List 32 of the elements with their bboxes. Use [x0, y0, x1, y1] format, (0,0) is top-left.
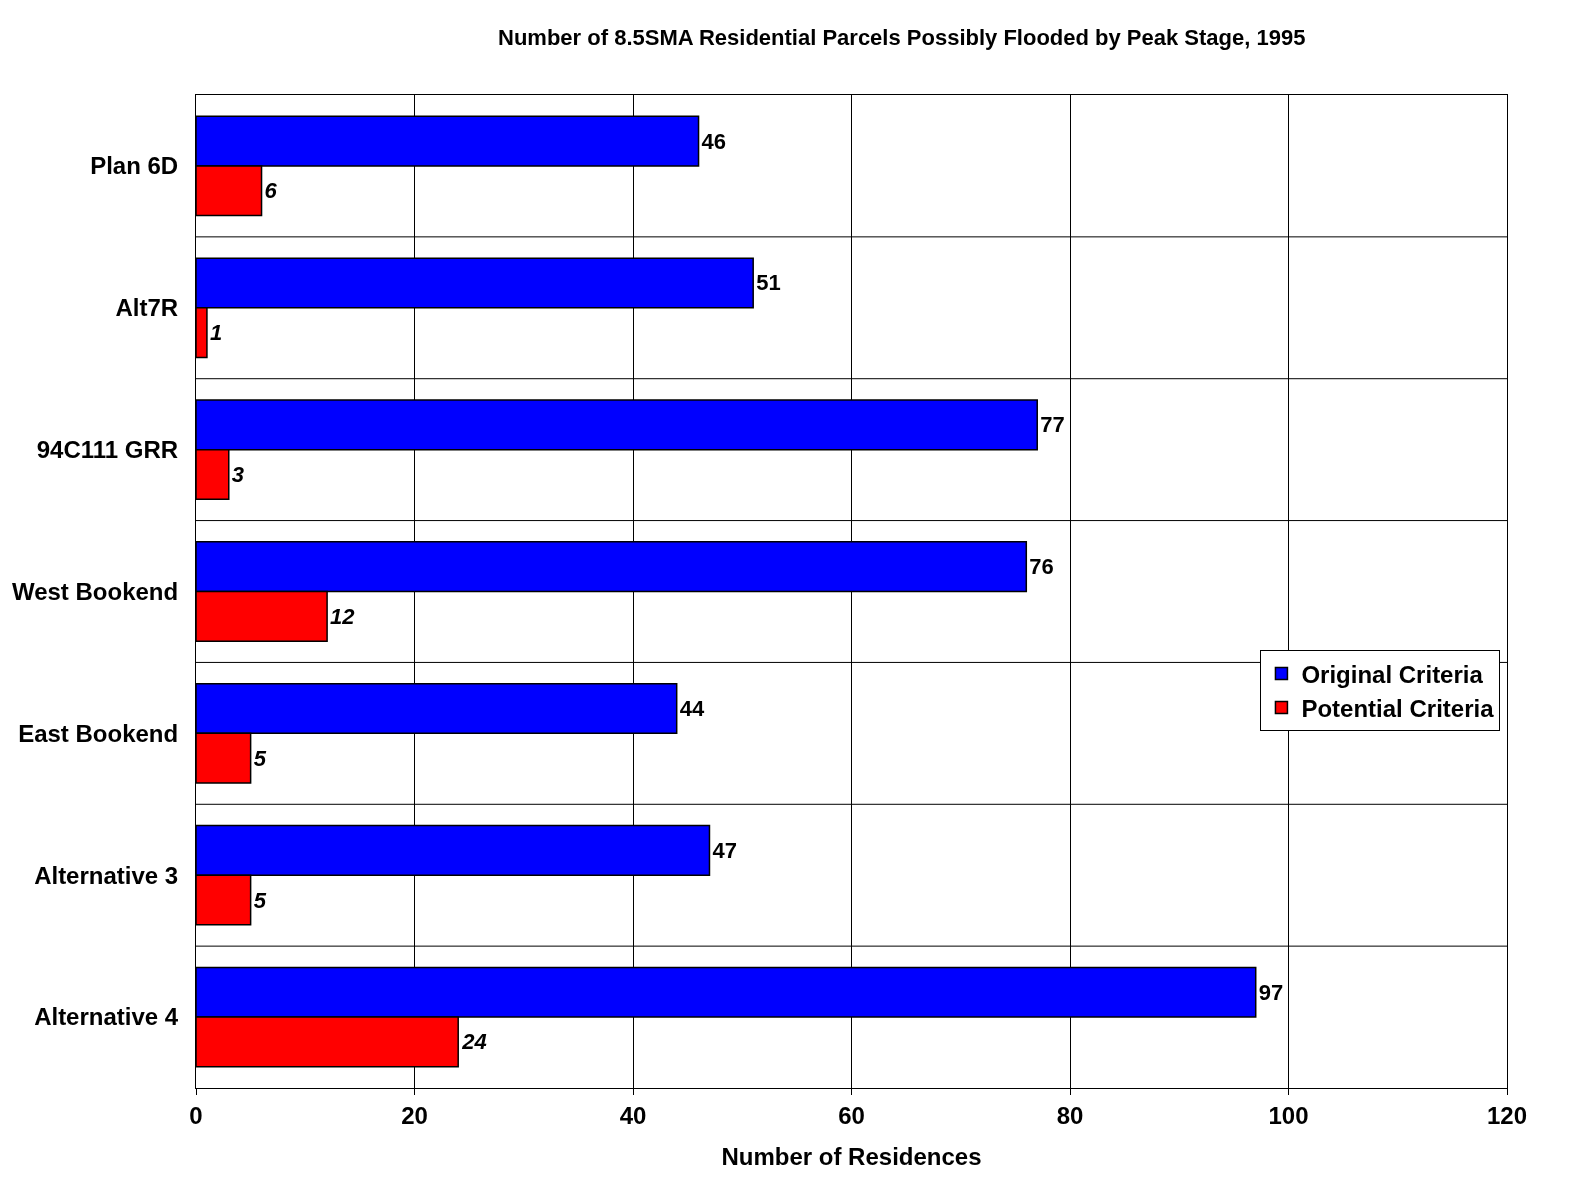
y-tick-label: Alternative 3 — [34, 861, 179, 889]
x-axis-title: Number of Residences — [721, 1143, 982, 1171]
legend-label: Original Criteria — [1301, 660, 1484, 688]
data-label: 5 — [253, 745, 267, 771]
data-label: 5 — [253, 887, 267, 913]
data-label: 1 — [209, 320, 223, 346]
x-tick-label: 80 — [1056, 1101, 1084, 1129]
data-label: 6 — [264, 178, 278, 204]
y-tick-label: East Bookend — [18, 719, 179, 747]
y-tick-label: 94C111 GRR — [36, 436, 179, 464]
legend-label: Potential Criteria — [1301, 694, 1495, 722]
data-label: 3 — [231, 461, 245, 487]
data-label: 47 — [712, 837, 737, 863]
data-label: 51 — [756, 270, 781, 296]
y-tick-label: West Bookend — [11, 577, 179, 605]
x-tick-label: 100 — [1268, 1101, 1309, 1129]
y-tick-label: Alt7R — [115, 294, 179, 322]
x-tick-label: 20 — [401, 1101, 428, 1129]
y-tick-label: Alternative 4 — [34, 1003, 179, 1031]
x-tick-label: 40 — [619, 1101, 647, 1129]
y-tick-label: Plan 6D — [90, 152, 179, 180]
data-label: 76 — [1029, 554, 1054, 580]
x-tick-label: 60 — [838, 1101, 865, 1129]
chart-title: Number of 8.5SMA Residential Parcels Possibly Flooded by Peak Stage, 1995 — [498, 25, 1306, 51]
data-label: 24 — [461, 1029, 487, 1055]
data-label: 97 — [1258, 979, 1284, 1005]
data-label: 46 — [701, 128, 727, 154]
data-label: 77 — [1040, 412, 1065, 438]
x-tick-label: 120 — [1486, 1101, 1528, 1129]
data-label: 44 — [679, 696, 705, 722]
x-tick-label: 0 — [189, 1101, 203, 1129]
data-label: 12 — [330, 603, 356, 629]
